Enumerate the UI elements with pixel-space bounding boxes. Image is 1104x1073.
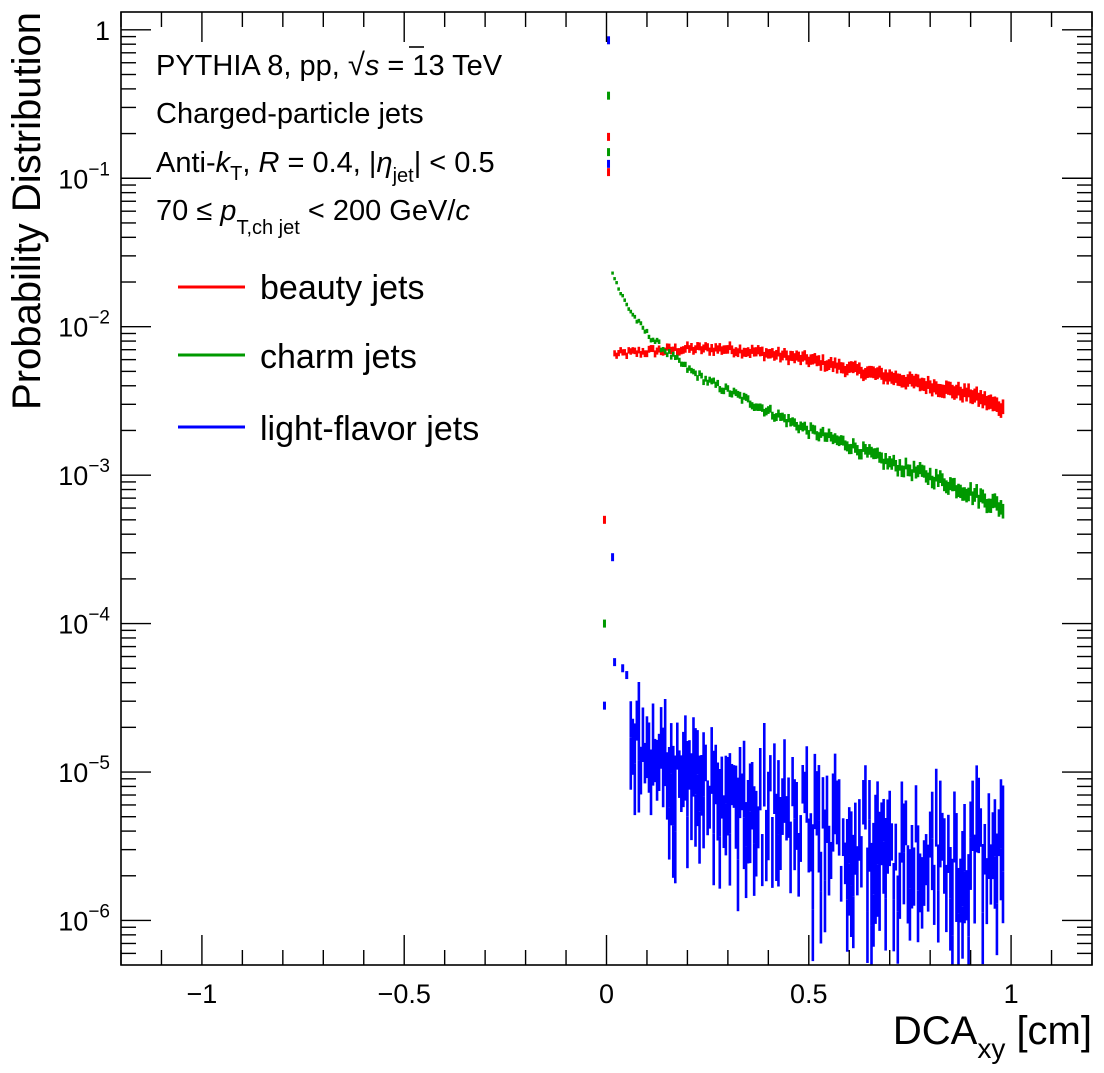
y-tick-label: 10−5 — [58, 753, 110, 788]
x-axis-title-unit: [cm] — [1005, 1009, 1092, 1053]
ticks-layer — [120, 12, 1093, 965]
x-tick-label: 0.5 — [790, 979, 828, 1009]
x-axis-title-subscript: xy — [977, 1033, 1005, 1064]
annotation-jet-type: Charged-particle jets — [156, 98, 424, 130]
annotation-pt-range: 70 ≤ pT,ch jet < 200 GeV/c — [156, 195, 470, 239]
sqrt-sign: √ — [348, 47, 365, 82]
x-tick-label: 1 — [1004, 979, 1019, 1009]
y-tick-label: 10−6 — [58, 901, 110, 936]
x-tick-label: −0.5 — [378, 979, 431, 1009]
plot-frame — [120, 11, 1093, 966]
x-axis-title-main: DCA — [893, 1009, 978, 1053]
series-2 — [602, 36, 1005, 965]
sqrt-s: s — [365, 50, 380, 82]
y-axis-title: Probability Distribution — [5, 12, 49, 410]
y-tick-label: 10−1 — [58, 159, 110, 194]
legend-label-light-flavor: light-flavor jets — [260, 410, 479, 448]
series-1 — [602, 91, 1005, 628]
y-tick-label: 10−2 — [58, 308, 110, 343]
tick-labels: −1 −0.5 0 0.5 1 1 10−1 10−2 10−3 10−4 10−5 10−6 — [58, 16, 1018, 1009]
legend-label-beauty: beauty jets — [260, 269, 424, 307]
x-tick-label: 0 — [599, 979, 614, 1009]
y-tick-label: 1 — [95, 16, 110, 46]
series-0 — [602, 132, 1005, 524]
series-layer — [602, 36, 1005, 965]
annotation-jet-algorithm: Anti-kT, R = 0.4, |ηjet| < 0.5 — [156, 147, 495, 187]
annotation-generator: PYTHIA 8, pp, √s = 13 TeV — [156, 47, 503, 82]
x-tick-label: −1 — [187, 979, 218, 1009]
legend: beauty jets charm jets light-flavor jets — [178, 269, 479, 448]
x-axis-title: DCAxy [cm] — [893, 1009, 1092, 1064]
legend-label-charm: charm jets — [260, 338, 417, 376]
y-tick-label: 10−3 — [58, 456, 110, 491]
y-tick-label: 10−4 — [58, 605, 110, 640]
